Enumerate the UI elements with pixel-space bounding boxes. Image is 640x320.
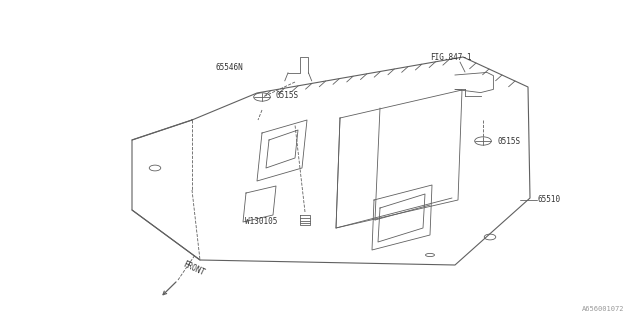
Text: FIG.847-1: FIG.847-1: [430, 52, 472, 61]
Text: FRONT: FRONT: [181, 260, 206, 277]
Text: 65546N: 65546N: [215, 62, 243, 71]
Text: 65510: 65510: [538, 196, 561, 204]
Text: W130105: W130105: [245, 218, 277, 227]
Text: A656001072: A656001072: [582, 306, 624, 312]
Text: 0515S: 0515S: [275, 92, 298, 100]
Text: 0515S: 0515S: [498, 137, 521, 146]
